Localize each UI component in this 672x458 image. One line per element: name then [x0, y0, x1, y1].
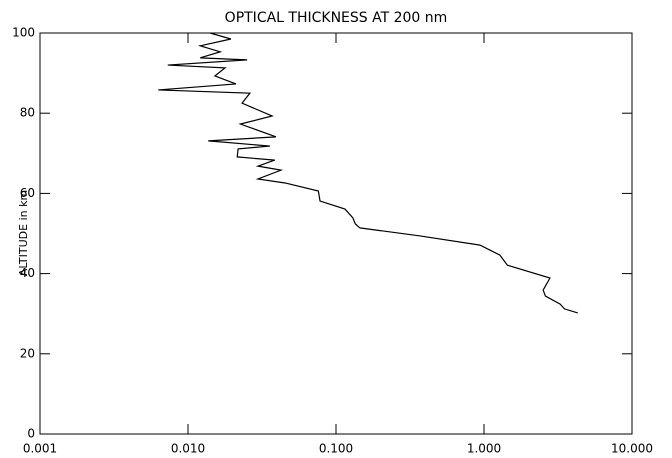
x-tick-label: 0.010 [171, 442, 205, 456]
x-tick-label: 1.000 [467, 442, 501, 456]
y-tick-label: 80 [20, 106, 35, 120]
y-tick-label: 20 [20, 346, 35, 360]
x-tick-label: 10.000 [611, 442, 653, 456]
data-line [158, 32, 578, 314]
y-tick-label: 40 [20, 266, 35, 280]
x-tick-label: 0.001 [23, 442, 57, 456]
y-tick-label: 100 [12, 26, 35, 40]
y-axis-label: ALTITUDE in km [17, 190, 30, 276]
y-tick-label: 60 [20, 186, 35, 200]
chart-title: OPTICAL THICKNESS AT 200 nm [225, 10, 448, 26]
y-tick-label: 0 [27, 427, 35, 441]
plot-frame [39, 32, 633, 435]
x-tick-label: 0.100 [319, 442, 353, 456]
